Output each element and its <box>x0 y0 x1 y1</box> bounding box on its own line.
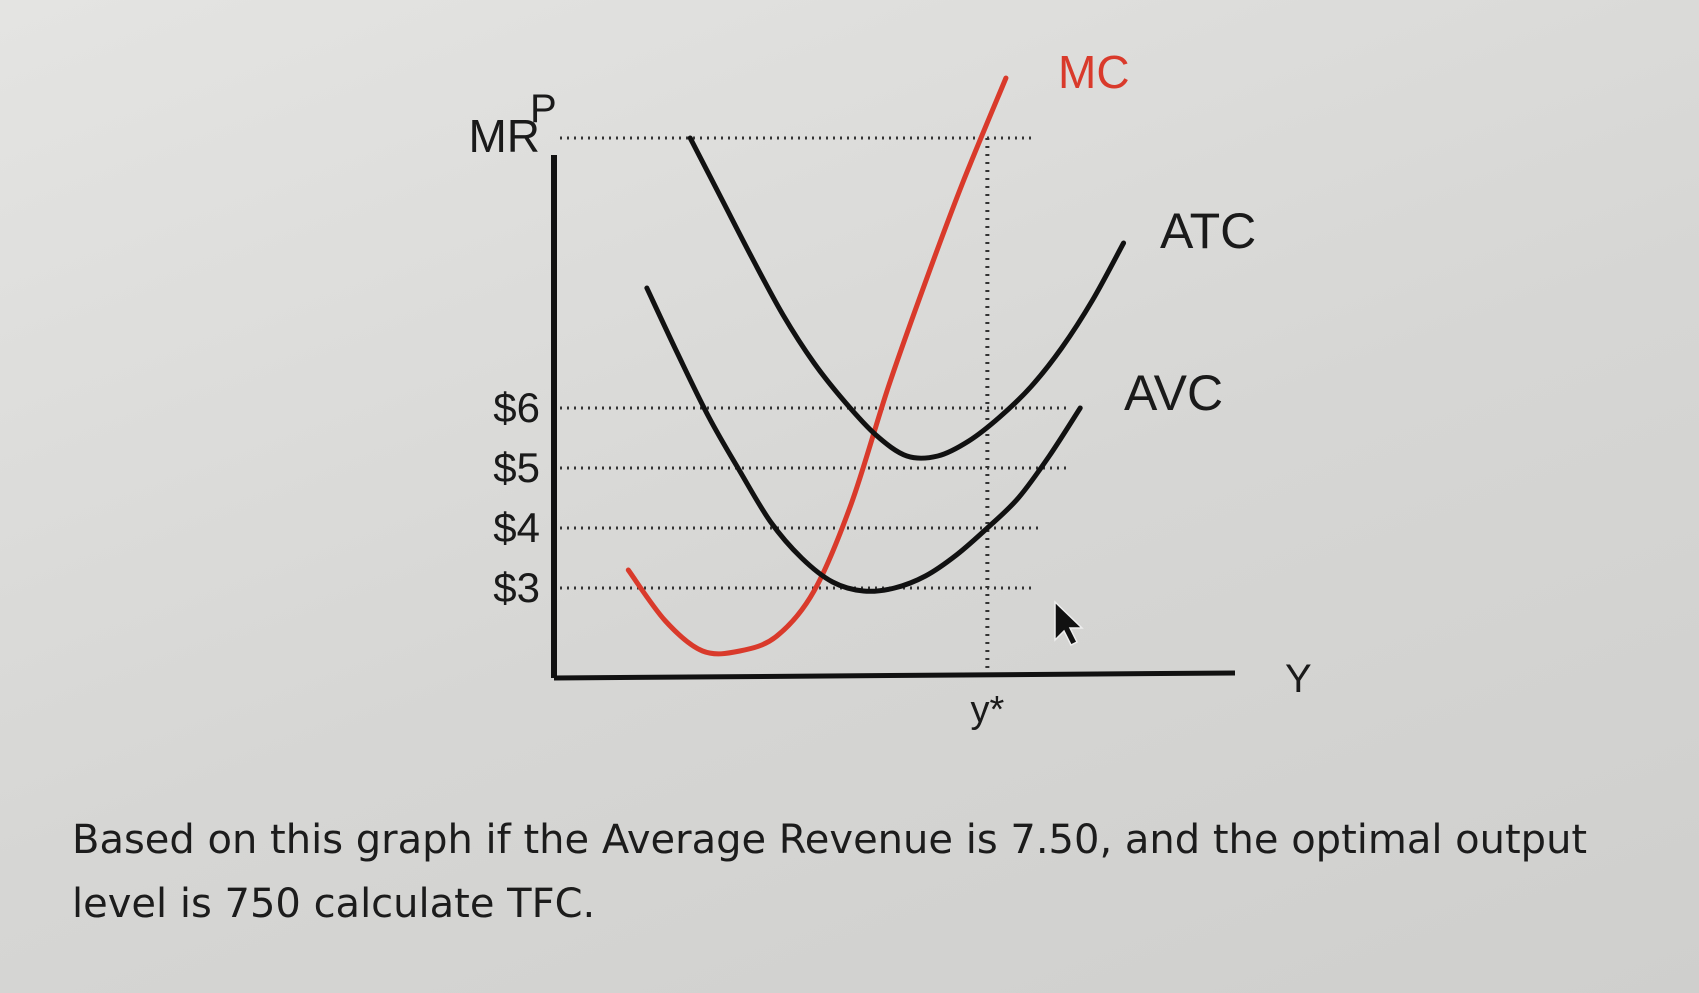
y-tick-label: $5 <box>493 444 540 491</box>
cost-curves-chart: P Y MR $6 $5 $4 $3 y* MC ATC AVC <box>468 46 1312 731</box>
x-tick-labels: y* <box>970 689 1004 731</box>
curves <box>625 75 1127 657</box>
y-tick-label: MR <box>468 110 540 162</box>
series-line-mc <box>625 75 1009 657</box>
y-tick-labels: MR $6 $5 $4 $3 <box>468 110 540 611</box>
x-axis-label: Y <box>1285 657 1312 701</box>
series-label-atc: ATC <box>1160 203 1256 259</box>
series-line-atc <box>687 135 1127 461</box>
reference-lines <box>560 136 1070 678</box>
x-axis <box>553 670 1236 681</box>
series-labels: MC ATC AVC <box>1058 46 1256 421</box>
series-line-avc <box>644 285 1083 594</box>
y-axis-label: P <box>530 87 557 131</box>
question-text: Based on this graph if the Average Reven… <box>72 817 1588 927</box>
y-tick-label: $3 <box>493 564 540 611</box>
mouse-cursor-icon <box>1054 600 1084 647</box>
y-tick-label: $4 <box>493 504 540 551</box>
y-tick-label: $6 <box>493 384 540 431</box>
x-tick-label: y* <box>970 689 1004 731</box>
series-label-avc: AVC <box>1124 365 1223 421</box>
series-label-mc: MC <box>1058 46 1130 98</box>
